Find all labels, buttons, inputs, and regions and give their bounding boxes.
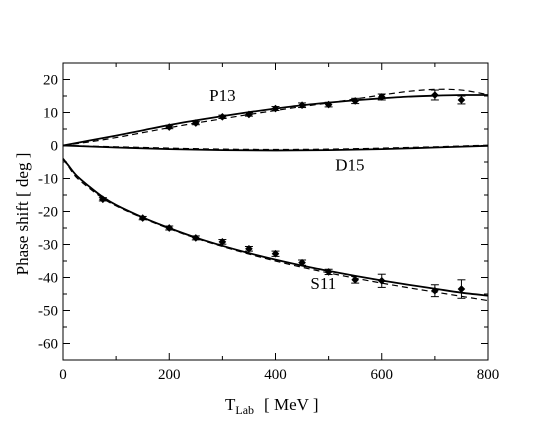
x-tick-label: 800 [477,367,500,383]
p13-data-point [324,100,333,109]
x-axis-label-unit: [ MeV ] [264,395,318,414]
y-axis-label: Phase shift [ deg ] [13,153,32,276]
p13-data-point [218,112,227,121]
data-points [98,89,466,299]
s11-data-point [271,249,280,258]
d15-dashed-curve [62,144,489,151]
y-tick-label: 10 [43,106,58,122]
y-tick-label: -50 [38,304,58,320]
curve-annotations: P13 D15 S11 [209,86,364,293]
p13-data-point [431,91,439,99]
y-tick-label: -10 [38,172,58,188]
x-tick-label: 400 [264,367,287,383]
s11-data-point [298,258,306,267]
s11-data-point [377,276,386,285]
s11-data-point [351,275,360,284]
axis-ticks: 0 200 400 600 800 20 10 0 -10 -20 -30 -40 -50 -60 [38,63,499,383]
curves [62,88,489,302]
s11-data-point [457,285,466,293]
p13-label: P13 [209,86,235,105]
d15-label: D15 [335,155,364,174]
p13-dashed-curve [62,88,489,147]
x-axis-label-main: T [225,395,236,414]
y-tick-label: 20 [43,73,58,89]
x-axis-label: TLab [ MeV ] [225,395,319,417]
p13-data-point [457,96,466,104]
y-tick-label: -30 [38,238,58,254]
p13-data-point [271,104,280,113]
y-tick-label: -20 [38,205,58,221]
y-tick-label: -60 [38,337,58,353]
s11-label: S11 [310,274,336,293]
x-axis-label-sub: Lab [235,403,254,417]
p13-solid-curve [62,94,489,147]
s11-dashed-curve [62,158,489,302]
x-tick-label: 600 [371,367,394,383]
s11-data-point [431,286,439,295]
y-tick-label: -40 [38,271,58,287]
d15-solid-curve [62,144,489,152]
s11-data-point [165,224,174,232]
s11-solid-curve [62,158,489,297]
s11-data-point [99,195,107,204]
s11-data-point [324,268,333,276]
s11-data-point [191,234,200,242]
x-tick-label: 200 [158,367,181,383]
x-tick-label: 0 [59,367,67,383]
s11-data-point [138,214,147,222]
y-tick-label: 0 [51,139,59,155]
p13-data-point [245,110,253,119]
